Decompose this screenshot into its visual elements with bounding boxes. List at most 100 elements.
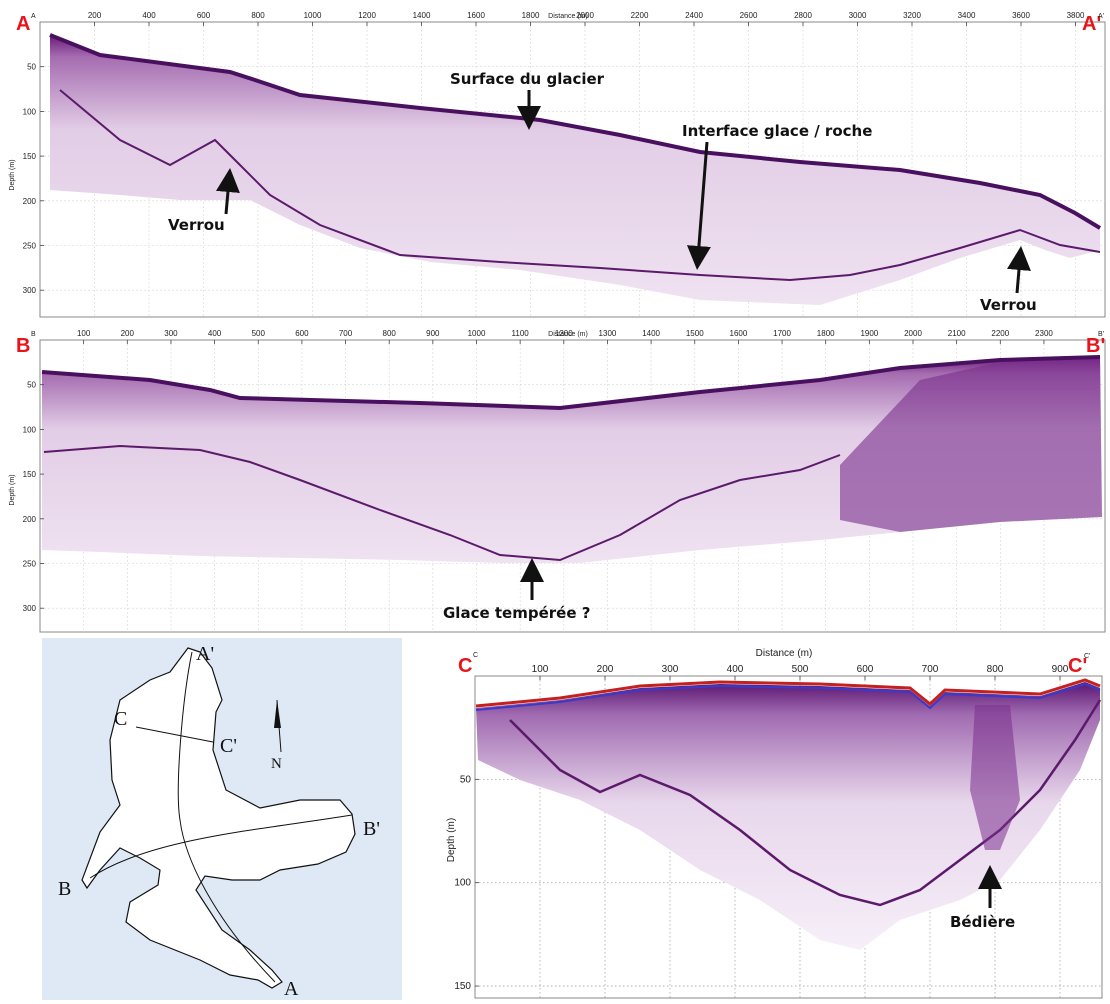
- profile-c-start-small: C: [473, 652, 478, 659]
- x-tick-label: 1600: [730, 329, 748, 338]
- y-tick-label: 50: [27, 63, 36, 72]
- profile-a-y-title: Depth (m): [9, 159, 16, 190]
- x-tick-label: 1000: [304, 11, 322, 20]
- map-label-north: N: [271, 756, 282, 772]
- x-tick-label: 2400: [685, 11, 703, 20]
- x-tick-label: 1900: [860, 329, 878, 338]
- glacier-outline: [81, 647, 356, 989]
- x-tick-label: 500: [792, 664, 809, 675]
- profile-c-surface-blue: [475, 682, 1101, 711]
- x-tick-label: 1200: [555, 329, 573, 338]
- profile-c-x-title: Distance (m): [756, 648, 813, 659]
- x-tick-label: 400: [142, 11, 156, 20]
- annotation-verrou-left: Verrou: [168, 216, 225, 234]
- profile-a-y-ticks: 50 100 150 200 250 300: [23, 63, 44, 295]
- x-tick-label: 600: [197, 11, 211, 20]
- glacier-map-panel: A' A B B' C C' N: [42, 638, 402, 1000]
- arrow-verrou-right: [1007, 246, 1031, 294]
- x-tick-label: 2000: [576, 11, 594, 20]
- profile-a-x-title: Distance (m): [548, 13, 588, 20]
- x-tick-label: 3800: [1067, 11, 1085, 20]
- profile-b-y-title: Depth (m): [9, 474, 16, 505]
- x-tick-label: 400: [208, 329, 222, 338]
- map-label-c: C: [114, 708, 127, 730]
- north-arrow-icon: [274, 699, 282, 753]
- profile-a-radar-body: [50, 35, 1100, 305]
- x-tick-label: 800: [383, 329, 397, 338]
- profile-a-surface-line: [49, 33, 1102, 230]
- y-tick-label: 300: [23, 604, 37, 613]
- map-label-a-prime: A': [196, 643, 214, 665]
- x-tick-label: 1000: [468, 329, 486, 338]
- y-tick-label: 250: [23, 242, 37, 251]
- x-tick-label: 600: [857, 664, 874, 675]
- profile-a-start-small: A: [31, 13, 36, 20]
- profile-a-start-label: A: [16, 13, 30, 35]
- x-tick-label: 1400: [642, 329, 660, 338]
- x-tick-label: 800: [251, 11, 265, 20]
- profile-a-bed-line: [59, 89, 1101, 282]
- x-tick-label: 300: [164, 329, 178, 338]
- y-tick-label: 150: [23, 152, 37, 161]
- y-tick-label: 150: [454, 981, 471, 992]
- profile-c-bed-line: [509, 699, 1102, 907]
- x-tick-label: 1300: [599, 329, 617, 338]
- profile-b-end-label: B': [1086, 335, 1105, 357]
- x-tick-label: 200: [597, 664, 614, 675]
- x-tick-label: 800: [987, 664, 1004, 675]
- profile-b-deep-zone: [840, 357, 1102, 532]
- annotation-verrou-right: Verrou: [980, 296, 1037, 314]
- x-tick-label: 1600: [467, 11, 485, 20]
- profile-c-radar-body: [476, 682, 1100, 950]
- y-tick-label: 50: [460, 774, 472, 785]
- x-tick-label: 700: [339, 329, 353, 338]
- profile-c-start-label: C: [458, 655, 472, 677]
- x-tick-label: 100: [77, 329, 91, 338]
- profile-b-x-title: Distance (m): [548, 331, 588, 338]
- x-tick-label: 2800: [794, 11, 812, 20]
- profile-b-end-small: B': [1098, 331, 1104, 338]
- x-tick-label: 2100: [948, 329, 966, 338]
- x-tick-label: 500: [252, 329, 266, 338]
- x-tick-label: 1700: [773, 329, 791, 338]
- x-tick-label: 1800: [522, 11, 540, 20]
- arrow-interface: [686, 141, 711, 270]
- profile-c-end-label: C': [1068, 655, 1087, 677]
- map-line-b: [89, 814, 353, 879]
- y-tick-label: 100: [23, 107, 37, 116]
- profile-b-panel: 100 200 300 400 500 600 700 800 900 1000 1100 1200 1…: [9, 329, 1106, 633]
- x-tick-label: 100: [532, 664, 549, 675]
- x-tick-label: 2200: [991, 329, 1009, 338]
- annotation-temperate-ice: Glace tempérée ?: [443, 604, 590, 622]
- annotation-surface: Surface du glacier: [450, 70, 605, 88]
- profile-b-radar-body: [42, 357, 1102, 563]
- x-tick-label: 900: [426, 329, 440, 338]
- profile-c-panel: 100 200 300 400 500 600 700 800 900 50 100 150 Dis…: [446, 648, 1103, 999]
- annotation-interface: Interface glace / roche: [682, 122, 872, 140]
- x-tick-label: 2200: [631, 11, 649, 20]
- map-label-a: A: [284, 978, 299, 1000]
- map-label-b-prime: B': [363, 818, 380, 840]
- profile-b-surface-line: [41, 355, 1101, 411]
- x-tick-label: 3400: [958, 11, 976, 20]
- x-tick-label: 3000: [849, 11, 867, 20]
- annotation-bediere: Bédière: [950, 913, 1015, 931]
- profile-a-panel: 200 400 600 800 1000 1200 1400 1600 1800 2000 2200…: [9, 11, 1106, 318]
- profile-b-start-label: B: [16, 335, 30, 357]
- x-tick-label: 600: [295, 329, 309, 338]
- profile-c-y-ticks: 50 100 150: [454, 774, 479, 992]
- profile-c-surface-red: [475, 678, 1101, 708]
- map-label-b: B: [58, 878, 71, 900]
- x-tick-label: 3600: [1012, 11, 1030, 20]
- profile-b-x-ticks: 100 200 300 400 500 600 700 800 900 1000 1100 1200 1…: [77, 329, 1053, 344]
- y-tick-label: 100: [454, 878, 471, 889]
- x-tick-label: 200: [121, 329, 135, 338]
- profile-b-y-ticks: 50 100 150 200 250 300: [23, 381, 44, 613]
- map-label-c-prime: C': [220, 735, 237, 757]
- arrow-verrou-left: [215, 168, 240, 215]
- y-tick-label: 100: [23, 425, 37, 434]
- x-tick-label: 2600: [740, 11, 758, 20]
- x-tick-label: 700: [922, 664, 939, 675]
- y-tick-label: 150: [23, 470, 37, 479]
